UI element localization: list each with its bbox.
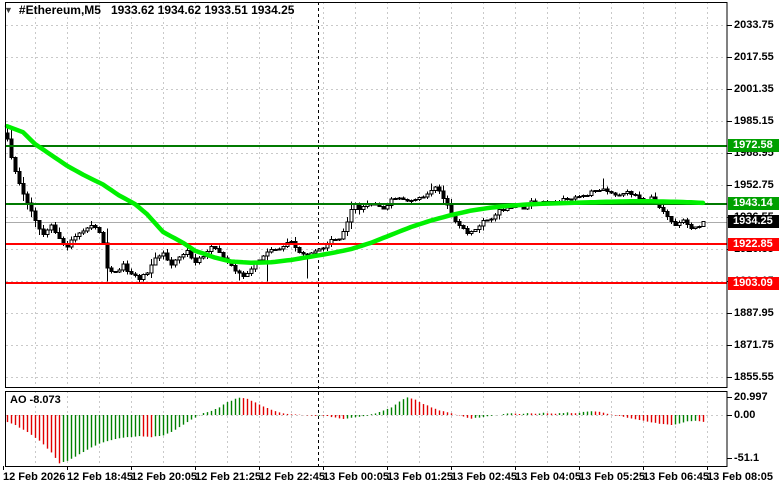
horizontal-level-lines bbox=[6, 145, 727, 284]
indicator-label: AO -8.073 bbox=[10, 394, 61, 406]
price-tick-label: 1855.55 bbox=[734, 370, 774, 383]
time-axis-label: 13 Feb 08:05 bbox=[707, 471, 774, 483]
symbol-title: #Ethereum,M5 bbox=[18, 3, 101, 17]
chart-titlebar: ▼ #Ethereum,M5 1933.62 1934.62 1933.51 1… bbox=[4, 3, 294, 17]
price-tick-label: 2017.55 bbox=[734, 50, 774, 63]
current-price-badge: 1934.25 bbox=[728, 215, 779, 229]
support-level-badge: 1903.09 bbox=[728, 276, 779, 290]
ao-scale-max: 20.997 bbox=[734, 390, 768, 403]
price-tick-label: 2001.35 bbox=[734, 82, 774, 95]
grid-layer bbox=[6, 2, 727, 466]
price-tick-label: 1985.15 bbox=[734, 114, 774, 127]
time-axis-label: 13 Feb 02:45 bbox=[451, 471, 518, 483]
time-axis-label: 12 Feb 21:25 bbox=[195, 471, 262, 483]
candlesticks-layer bbox=[5, 128, 706, 283]
ao-scale-min: -51.1 bbox=[734, 451, 760, 464]
time-axis-label: 13 Feb 01:25 bbox=[387, 471, 454, 483]
ao-histogram bbox=[6, 397, 705, 464]
moving-average-line bbox=[4, 123, 706, 265]
ohlc-readout: 1933.62 1934.62 1933.51 1934.25 bbox=[110, 3, 295, 17]
pane-borders bbox=[5, 2, 728, 467]
price-tick-label: 1952.75 bbox=[734, 178, 774, 191]
symbol-dropdown-icon[interactable]: ▼ bbox=[4, 5, 13, 15]
time-axis-label: 12 Feb 2026 bbox=[3, 471, 66, 483]
time-axis-label: 13 Feb 06:45 bbox=[643, 471, 710, 483]
time-axis-label: 13 Feb 05:25 bbox=[579, 471, 646, 483]
time-axis-label: 12 Feb 18:45 bbox=[67, 471, 134, 483]
price-tick-label: 2033.75 bbox=[734, 18, 774, 31]
time-axis-label: 12 Feb 20:05 bbox=[131, 471, 198, 483]
resistance-level-badge: 1943.14 bbox=[728, 197, 779, 211]
axis-tick-marks bbox=[3, 25, 732, 470]
price-tick-label: 1871.75 bbox=[734, 338, 774, 351]
resistance-level-badge: 1972.58 bbox=[728, 139, 779, 153]
time-axis-label: 13 Feb 00:05 bbox=[323, 471, 390, 483]
ao-scale-zero: 0.00 bbox=[734, 408, 756, 421]
time-axis-label: 13 Feb 04:05 bbox=[515, 471, 582, 483]
price-tick-label: 1887.95 bbox=[734, 306, 774, 319]
support-level-badge: 1922.85 bbox=[728, 237, 779, 251]
time-axis-label: 12 Feb 22:45 bbox=[259, 471, 326, 483]
